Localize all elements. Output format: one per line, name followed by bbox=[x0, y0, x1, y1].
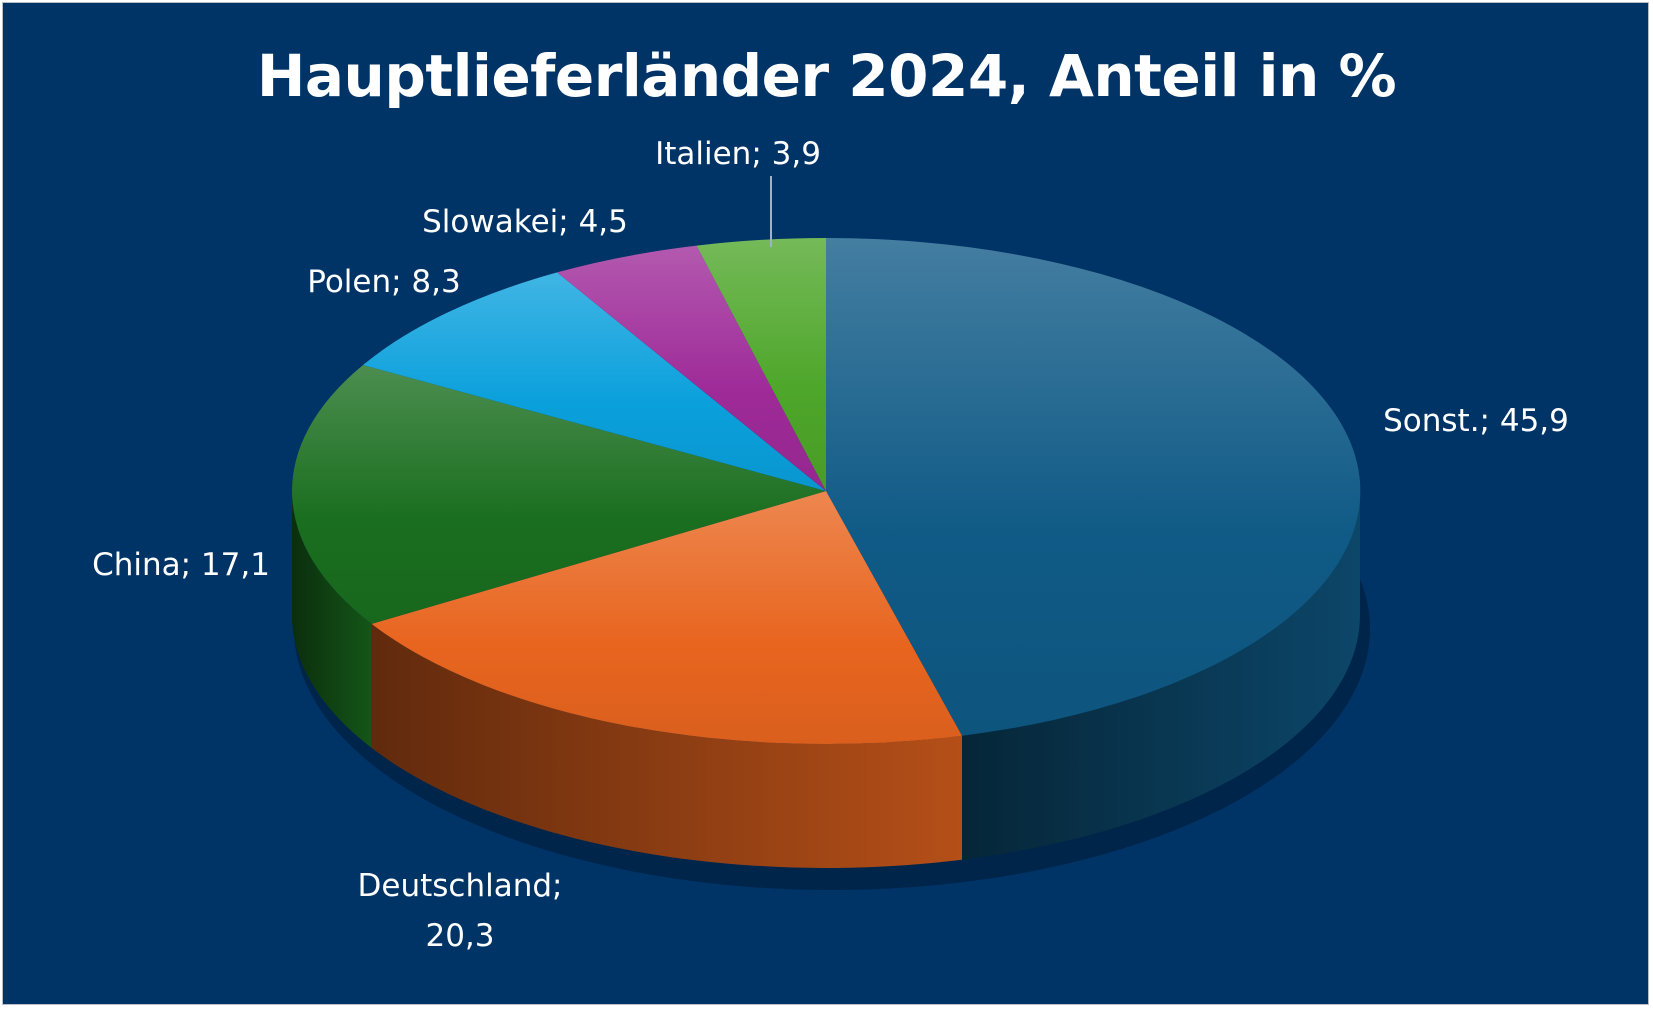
pie-side-china bbox=[292, 491, 372, 748]
data-label-slowakei: Slowakei; 4,5 bbox=[422, 204, 628, 240]
data-label-deutschland: Deutschland; 20,3 bbox=[358, 868, 563, 954]
pie-slice-italien bbox=[696, 238, 826, 491]
pie-slice-polen bbox=[363, 272, 826, 491]
data-label-china: China; 17,1 bbox=[92, 547, 270, 583]
pie-side-sonst. bbox=[962, 491, 1360, 860]
data-label-italien: Italien; 3,9 bbox=[655, 136, 821, 172]
data-label-polen: Polen; 8,3 bbox=[307, 264, 461, 300]
pie-slice-deutschland bbox=[371, 491, 963, 745]
pie-side-deutschland bbox=[371, 623, 963, 868]
pie-slice-sonst. bbox=[826, 237, 1361, 736]
data-label-sonst.: Sonst.; 45,9 bbox=[1383, 403, 1569, 439]
chart-title: Hauptlieferländer 2024, Anteil in % bbox=[256, 42, 1397, 110]
pie-slice-slowakei bbox=[557, 245, 826, 491]
pie-slice-china bbox=[292, 365, 826, 624]
